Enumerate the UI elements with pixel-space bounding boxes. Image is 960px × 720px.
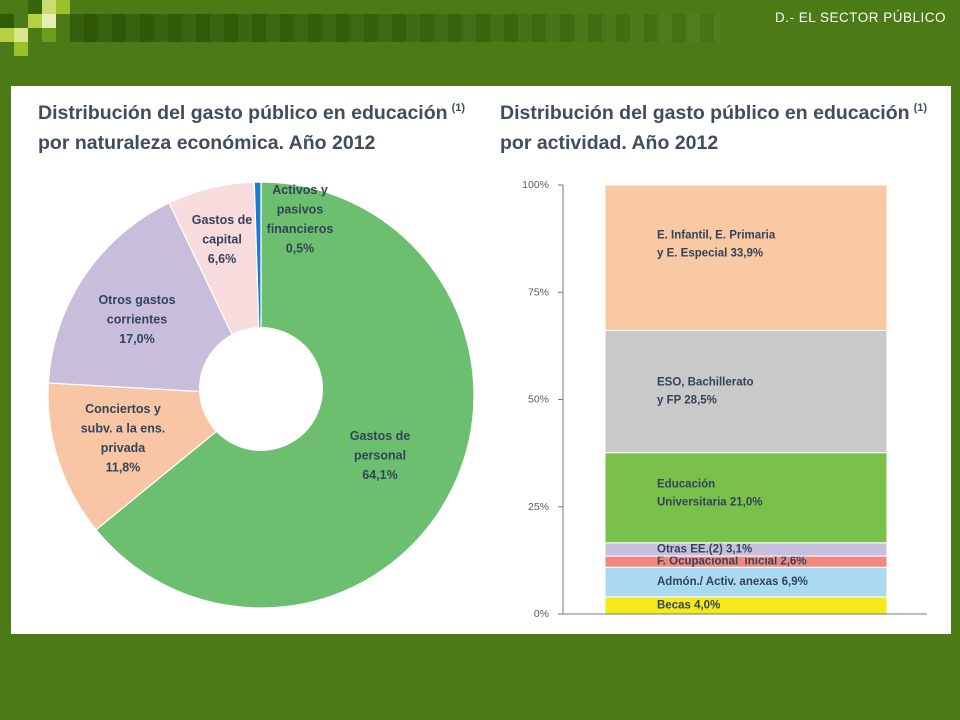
left-chart-title: Distribución del gasto público en educac… [38, 100, 465, 157]
slice-label: corrientes [107, 313, 167, 327]
slice-label: personal [354, 449, 406, 463]
slice-label: subv. a la ens. [81, 422, 166, 436]
decor-block [28, 14, 42, 28]
y-tick-label: 75% [528, 286, 549, 298]
slice-label: financieros [267, 222, 334, 236]
section-title: D.- EL SECTOR PÚBLICO [774, 10, 946, 25]
bar-segment-eso-bachillerato-y-fp [604, 329, 888, 454]
segment-label: Otras EE.(2) 3,1% [657, 543, 752, 555]
y-tick-label: 0% [534, 608, 549, 620]
decor-block [0, 28, 14, 42]
decor-block [28, 0, 42, 14]
slice-label: Otros gastos [98, 293, 175, 307]
decor-block [56, 0, 70, 14]
slice-label: 11,8% [106, 461, 141, 475]
chart-title-text: Distribución del gasto público en educac… [38, 102, 448, 124]
chart-title-line: por naturaleza económica. Año 2012 [38, 132, 376, 154]
stacked-bar-chart: Becas 4,0% Admón./ Activ. anexas 6,9% F. O… [522, 179, 927, 620]
footnote-marker: (1) [913, 102, 928, 114]
donut-hole [199, 327, 323, 451]
bar-segment-educacion-universitaria [604, 452, 888, 544]
slice-label: 6,6% [208, 252, 237, 266]
y-tick-label: 50% [528, 394, 549, 406]
segment-label: Becas 4,0% [657, 599, 720, 611]
decor-block [42, 0, 56, 14]
chart-title-line: Distribución del gasto público en educac… [38, 100, 465, 130]
slice-label: privada [101, 441, 147, 455]
chart-title-line: por actividad. Año 2012 [500, 132, 719, 154]
charts-panel: Distribución del gasto público en educac… [11, 86, 951, 634]
decor-block [42, 28, 56, 42]
decor-block [0, 14, 14, 28]
slice-label: 0,5% [286, 242, 315, 256]
slice-label: 64,1% [362, 468, 397, 482]
decor-block [14, 42, 28, 56]
segment-label: y FP 28,5% [657, 395, 717, 407]
segment-label: F. Ocupacional inicial 2,6% [657, 556, 807, 568]
segment-label: ESO, Bachillerato [657, 377, 754, 389]
right-chart-title: Distribución del gasto público en educac… [500, 100, 927, 157]
footnote-marker: (1) [451, 102, 466, 114]
decor-block [42, 14, 56, 28]
chart-title-text: Distribución del gasto público en educac… [500, 102, 910, 124]
segment-label: Educación [657, 479, 715, 491]
bar-segment-e-infantil-e-primaria-y-e-especial [604, 184, 888, 331]
charts-canvas: Gastos de personal 64,1% Conciertos y subv. … [47, 179, 927, 620]
segment-label: E. Infantil, E. Primaria [657, 230, 776, 242]
slice-label: 17,0% [119, 332, 154, 346]
slice-label: capital [202, 233, 242, 247]
segment-label: Admón./ Activ. anexas 6,9% [657, 576, 808, 588]
slice-label: Activos y [272, 183, 328, 197]
chart-title-line: Distribución del gasto público en educac… [500, 100, 927, 130]
y-tick-label: 25% [528, 501, 549, 513]
decor-band [70, 14, 720, 42]
segment-label: Universitaria 21,0% [657, 497, 762, 509]
slice-label: Gastos de [192, 213, 252, 227]
y-tick-label: 100% [522, 179, 549, 191]
donut-chart: Gastos de personal 64,1% Conciertos y subv. … [47, 181, 475, 609]
slice-label: Gastos de [350, 429, 410, 443]
segment-label: y E. Especial 33,9% [657, 248, 763, 260]
donut-slice-otros-gastos-corrientes [47, 202, 262, 396]
slice-label: Conciertos y [85, 402, 161, 416]
decor-block [14, 28, 28, 42]
bar-segment-becas [604, 596, 888, 615]
slice-label: pasivos [277, 203, 324, 217]
